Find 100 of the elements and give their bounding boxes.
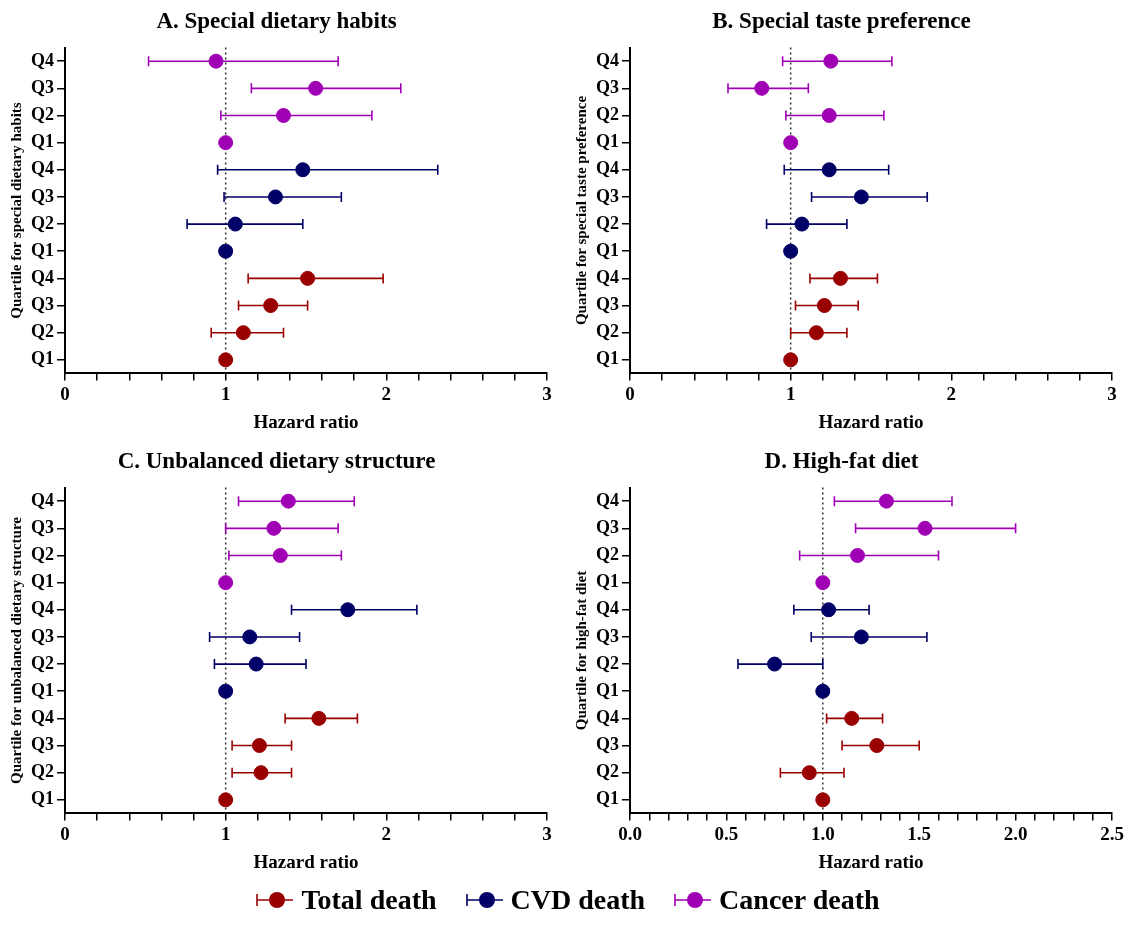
y-tick-label: Q1 xyxy=(30,571,54,592)
point xyxy=(821,107,837,123)
y-axis-title: Quartile for unbalanced dietary structure xyxy=(7,516,24,784)
y-tick-label: Q3 xyxy=(595,734,619,755)
point xyxy=(218,135,234,151)
y-tick-label: Q4 xyxy=(30,598,54,619)
y-tick-label: Q2 xyxy=(595,104,619,125)
x-axis-title: Hazard ratio xyxy=(253,410,359,432)
point xyxy=(794,216,810,232)
x-axis-title: Hazard ratio xyxy=(253,850,359,872)
point xyxy=(815,575,831,591)
y-tick-label: Q1 xyxy=(595,571,619,592)
chart-title: D. High-fat diet xyxy=(764,447,919,473)
point xyxy=(263,298,279,314)
point xyxy=(295,162,311,178)
point xyxy=(816,298,832,314)
point xyxy=(218,352,234,368)
y-tick-label: Q3 xyxy=(595,294,619,315)
point xyxy=(783,243,799,259)
y-axis-title: Quartile for high-fat diet xyxy=(572,570,589,731)
y-tick-label: Q2 xyxy=(30,321,54,342)
point xyxy=(808,325,824,341)
point xyxy=(308,80,324,96)
point xyxy=(235,325,251,341)
point xyxy=(821,602,837,618)
y-tick-label: Q2 xyxy=(595,321,619,342)
point xyxy=(311,710,327,726)
y-tick-label: Q2 xyxy=(595,761,619,782)
point xyxy=(253,765,269,781)
point xyxy=(823,53,839,69)
y-tick-label: Q1 xyxy=(30,131,54,152)
point xyxy=(218,575,234,591)
chart-title: C. Unbalanced dietary structure xyxy=(117,447,436,473)
x-tick-label: 3 xyxy=(542,382,552,404)
y-tick-label: Q1 xyxy=(595,239,619,260)
x-tick-label: 2 xyxy=(381,822,392,844)
y-tick-label: Q4 xyxy=(595,707,619,728)
y-axis-title: Quartile for special taste preference xyxy=(572,95,589,326)
point xyxy=(300,270,316,286)
y-tick-label: Q3 xyxy=(595,185,619,206)
x-tick-label: 1 xyxy=(220,382,231,404)
x-tick-label: 1.0 xyxy=(810,822,835,844)
y-tick-label: Q3 xyxy=(595,625,619,646)
x-tick-label: 3 xyxy=(542,822,552,844)
y-tick-label: Q3 xyxy=(30,294,54,315)
y-tick-label: Q2 xyxy=(30,652,54,673)
y-tick-label: Q3 xyxy=(595,516,619,537)
point xyxy=(815,683,831,699)
y-tick-label: Q2 xyxy=(30,544,54,565)
y-tick-label: Q2 xyxy=(30,104,54,125)
y-tick-label: Q4 xyxy=(595,49,619,70)
y-tick-label: Q4 xyxy=(595,598,619,619)
y-tick-label: Q2 xyxy=(595,652,619,673)
point xyxy=(208,53,224,69)
point xyxy=(248,656,264,672)
y-tick-label: Q1 xyxy=(595,348,619,369)
y-axis-title: Quartile for special dietary habits xyxy=(7,102,24,319)
point xyxy=(853,189,869,205)
point xyxy=(227,216,243,232)
point xyxy=(276,107,292,123)
x-tick-label: 3 xyxy=(1107,382,1117,404)
y-tick-label: Q1 xyxy=(30,348,54,369)
point xyxy=(853,629,869,645)
point xyxy=(340,602,356,618)
y-tick-label: Q2 xyxy=(595,212,619,233)
point xyxy=(267,189,283,205)
y-tick-label: Q2 xyxy=(30,212,54,233)
point xyxy=(251,738,267,754)
x-tick-label: 0 xyxy=(60,822,70,844)
y-tick-label: Q2 xyxy=(30,761,54,782)
x-tick-label: 0 xyxy=(625,382,635,404)
y-tick-label: Q1 xyxy=(30,788,54,809)
y-tick-label: Q1 xyxy=(595,679,619,700)
x-tick-label: 1.5 xyxy=(907,822,932,844)
point xyxy=(218,792,234,808)
y-tick-label: Q4 xyxy=(595,489,619,510)
x-tick-label: 2 xyxy=(381,382,392,404)
point xyxy=(218,243,234,259)
point xyxy=(754,80,770,96)
point xyxy=(878,493,894,509)
point xyxy=(242,629,258,645)
y-tick-label: Q1 xyxy=(30,679,54,700)
y-tick-label: Q4 xyxy=(30,267,54,288)
point xyxy=(218,683,234,699)
y-tick-label: Q4 xyxy=(30,49,54,70)
y-tick-label: Q4 xyxy=(30,158,54,179)
chart-title: B. Special taste preference xyxy=(712,7,971,33)
legend-label: Cancer death xyxy=(719,884,880,916)
y-tick-label: Q3 xyxy=(30,185,54,206)
y-tick-label: Q3 xyxy=(30,734,54,755)
y-tick-label: Q3 xyxy=(30,516,54,537)
y-tick-label: Q3 xyxy=(595,76,619,97)
x-tick-label: 0.5 xyxy=(714,822,739,844)
x-tick-label: 0 xyxy=(60,382,70,404)
y-tick-label: Q1 xyxy=(595,131,619,152)
point xyxy=(801,765,817,781)
point xyxy=(783,352,799,368)
legend-label: Total death xyxy=(301,884,437,916)
x-axis-title: Hazard ratio xyxy=(818,410,924,432)
point xyxy=(832,270,848,286)
